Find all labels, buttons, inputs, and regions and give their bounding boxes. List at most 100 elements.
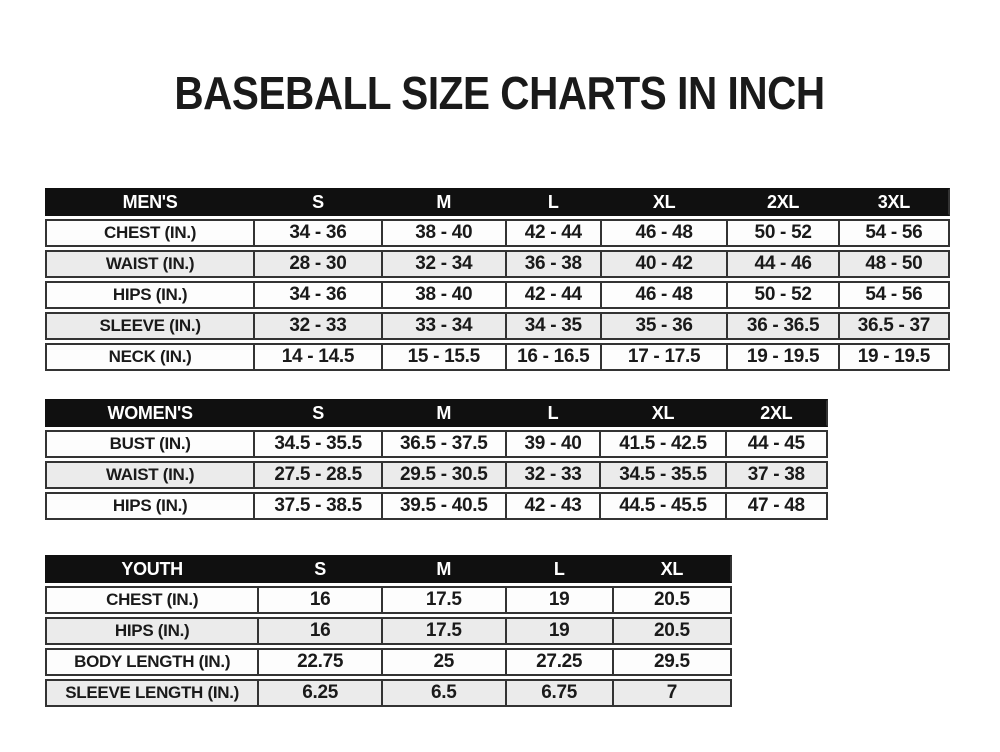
size-value: 54 - 56 [837,219,950,247]
size-value: 20.5 [611,617,732,645]
measurement-label: CHEST (IN.) [45,219,254,247]
size-value: 50 - 52 [726,219,838,247]
table-row: HIPS (IN.) 16 17.5 19 20.5 [45,617,732,645]
size-column-header: XL [611,555,732,583]
size-value: 44 - 45 [724,430,828,458]
table-row: CHEST (IN.) 16 17.5 19 20.5 [45,586,732,614]
size-column-header: 2XL [726,188,838,216]
size-value: 29.5 [611,648,732,676]
size-value: 42 - 44 [504,281,600,309]
table-row: WAIST (IN.) 27.5 - 28.5 29.5 - 30.5 32 - 33… [45,461,828,489]
size-column-header: S [257,555,381,583]
size-value: 46 - 48 [599,281,727,309]
size-value: 33 - 34 [380,312,505,340]
table-row: HIPS (IN.) 34 - 36 38 - 40 42 - 44 46 - 48 50… [45,281,950,309]
table-row: SLEEVE LENGTH (IN.) 6.25 6.5 6.75 7 [45,679,732,707]
size-value: 16 - 16.5 [504,343,600,371]
measurement-label: WAIST (IN.) [45,461,254,489]
youth-size-table: YOUTH S M L XL CHEST (IN.) 16 17.5 19 20.5 HIPS (I… [45,552,732,710]
youth-size-chart-section: YOUTH S M L XL CHEST (IN.) 16 17.5 19 20.5 HIPS (I… [45,552,732,710]
table-title-cell: MEN'S [45,188,254,216]
size-value: 7 [611,679,732,707]
size-value: 34.5 - 35.5 [599,461,725,489]
measurement-label: CHEST (IN.) [45,586,258,614]
header-row: WOMEN'S S M L XL 2XL [45,399,828,427]
size-value: 32 - 34 [380,250,505,278]
size-column-header: 2XL [724,399,828,427]
table-row: CHEST (IN.) 34 - 36 38 - 40 42 - 44 46 - 48 5… [45,219,950,247]
size-value: 34.5 - 35.5 [253,430,381,458]
size-value: 14 - 14.5 [253,343,381,371]
size-value: 16 [257,617,381,645]
size-value: 36.5 - 37 [837,312,950,340]
size-value: 34 - 36 [253,281,381,309]
size-column-header: S [253,399,381,427]
measurement-label: HIPS (IN.) [45,617,258,645]
size-value: 42 - 43 [504,492,600,520]
table-row: NECK (IN.) 14 - 14.5 15 - 15.5 16 - 16.5 17 … [45,343,950,371]
size-value: 32 - 33 [253,312,381,340]
size-value: 54 - 56 [837,281,950,309]
size-value: 44 - 46 [726,250,838,278]
measurement-label: WAIST (IN.) [45,250,254,278]
size-value: 44.5 - 45.5 [599,492,725,520]
size-column-header: M [380,555,505,583]
measurement-label: SLEEVE (IN.) [45,312,254,340]
size-value: 20.5 [611,586,732,614]
page-title-text: BASEBALL SIZE CHARTS IN INCH [174,67,826,119]
size-column-header: 3XL [837,188,950,216]
size-value: 42 - 44 [504,219,600,247]
header-row: MEN'S S M L XL 2XL 3XL [45,188,950,216]
mens-size-chart-section: MEN'S S M L XL 2XL 3XL CHEST (IN.) 34 - 36 38 - 4… [45,185,950,374]
size-value: 36.5 - 37.5 [380,430,505,458]
size-column-header: L [504,399,600,427]
size-column-header: L [504,188,600,216]
size-value: 39 - 40 [504,430,600,458]
size-value: 46 - 48 [599,219,727,247]
size-value: 40 - 42 [599,250,727,278]
size-value: 34 - 35 [504,312,600,340]
size-value: 6.75 [504,679,612,707]
size-value: 32 - 33 [504,461,600,489]
table-row: BODY LENGTH (IN.) 22.75 25 27.25 29.5 [45,648,732,676]
size-value: 15 - 15.5 [380,343,505,371]
size-column-header: XL [599,399,725,427]
womens-size-chart-section: WOMEN'S S M L XL 2XL BUST (IN.) 34.5 - 35.5 36.5… [45,396,828,523]
size-value: 48 - 50 [837,250,950,278]
womens-size-table: WOMEN'S S M L XL 2XL BUST (IN.) 34.5 - 35.5 36.5… [45,396,828,523]
page-title: BASEBALL SIZE CHARTS IN INCH [0,70,1000,116]
size-value: 19 - 19.5 [726,343,838,371]
size-value: 25 [380,648,505,676]
size-value: 19 - 19.5 [837,343,950,371]
table-row: BUST (IN.) 34.5 - 35.5 36.5 - 37.5 39 - 40 4… [45,430,828,458]
table-row: WAIST (IN.) 28 - 30 32 - 34 36 - 38 40 - 42 4… [45,250,950,278]
size-value: 28 - 30 [253,250,381,278]
size-value: 17 - 17.5 [599,343,727,371]
measurement-label: SLEEVE LENGTH (IN.) [45,679,258,707]
size-value: 19 [504,617,612,645]
size-value: 38 - 40 [380,219,505,247]
size-value: 6.5 [380,679,505,707]
size-value: 17.5 [380,617,505,645]
size-value: 6.25 [257,679,381,707]
size-value: 39.5 - 40.5 [380,492,505,520]
measurement-label: NECK (IN.) [45,343,254,371]
table-row: HIPS (IN.) 37.5 - 38.5 39.5 - 40.5 42 - 43 4… [45,492,828,520]
size-column-header: S [253,188,381,216]
size-value: 36 - 38 [504,250,600,278]
table-title-cell: WOMEN'S [45,399,254,427]
table-title-cell: YOUTH [45,555,258,583]
size-value: 41.5 - 42.5 [599,430,725,458]
size-value: 34 - 36 [253,219,381,247]
size-value: 37.5 - 38.5 [253,492,381,520]
size-value: 29.5 - 30.5 [380,461,505,489]
size-column-header: L [504,555,612,583]
size-value: 47 - 48 [724,492,828,520]
measurement-label: BUST (IN.) [45,430,254,458]
measurement-label: HIPS (IN.) [45,281,254,309]
measurement-label: BODY LENGTH (IN.) [45,648,258,676]
header-row: YOUTH S M L XL [45,555,732,583]
size-value: 38 - 40 [380,281,505,309]
size-value: 35 - 36 [599,312,727,340]
size-value: 19 [504,586,612,614]
